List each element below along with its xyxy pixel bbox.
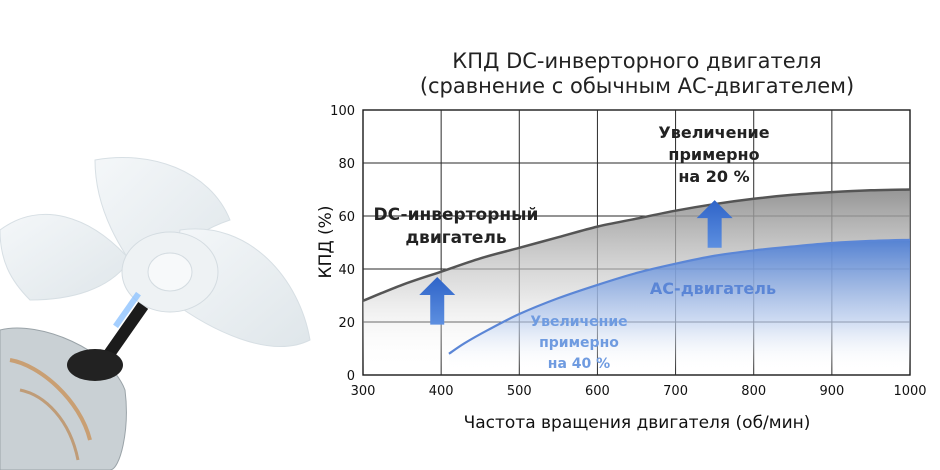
annotation-20-line-2: примерно	[668, 145, 759, 164]
x-tick-label: 600	[585, 384, 610, 399]
tick-labels: 300 400 500 600 700 800 900 1000 0 20 40 60 80 100	[330, 104, 926, 399]
dc-series-line	[362, 188, 911, 302]
annotation-20-line-3: на 20 %	[678, 167, 749, 186]
series-label-dc-line-2: двигатель	[405, 228, 506, 248]
annotation-40-line-1: Увеличение	[530, 314, 627, 330]
fan-blade-left	[0, 214, 131, 301]
annotation-20-line-1: Увеличение	[658, 123, 769, 142]
y-tick-label: 20	[338, 316, 355, 331]
y-tick-label: 40	[338, 263, 355, 278]
up-arrow-icon	[696, 200, 733, 248]
ac-series-area	[448, 239, 910, 371]
x-tick-label: 900	[819, 384, 844, 399]
x-tick-label: 700	[663, 384, 688, 399]
ac-series-line	[448, 238, 911, 355]
y-tick-label: 60	[338, 210, 355, 225]
motor-shaft	[103, 301, 149, 359]
x-tick-label: 400	[429, 384, 454, 399]
x-tick-label: 800	[741, 384, 766, 399]
x-tick-label: 500	[507, 384, 532, 399]
series-label-ac: АС-двигатель	[650, 279, 776, 298]
chart-title-line-2: (сравнение с обычным АС-двигателем)	[420, 74, 854, 98]
y-axis-label: КПД (%)	[316, 206, 336, 279]
y-tick-label: 100	[330, 104, 355, 119]
x-axis-label: Частота вращения двигателя (об/мин)	[464, 413, 811, 433]
x-tick-label: 1000	[893, 384, 926, 399]
series-lines	[362, 188, 911, 355]
annotation-40-line-3: на 40 %	[548, 356, 610, 372]
fan-motor-image	[0, 157, 311, 470]
y-tick-label: 80	[338, 157, 355, 172]
series-label-dc-line-1: DC-инверторный	[374, 205, 539, 225]
y-tick-label: 0	[347, 369, 355, 384]
chart-title-line-1: КПД DC-инверторного двигателя	[452, 49, 821, 73]
up-arrow-icon	[419, 276, 456, 325]
x-tick-label: 300	[351, 384, 376, 399]
arrows	[419, 200, 733, 325]
annotation-40-line-2: примерно	[539, 335, 619, 351]
